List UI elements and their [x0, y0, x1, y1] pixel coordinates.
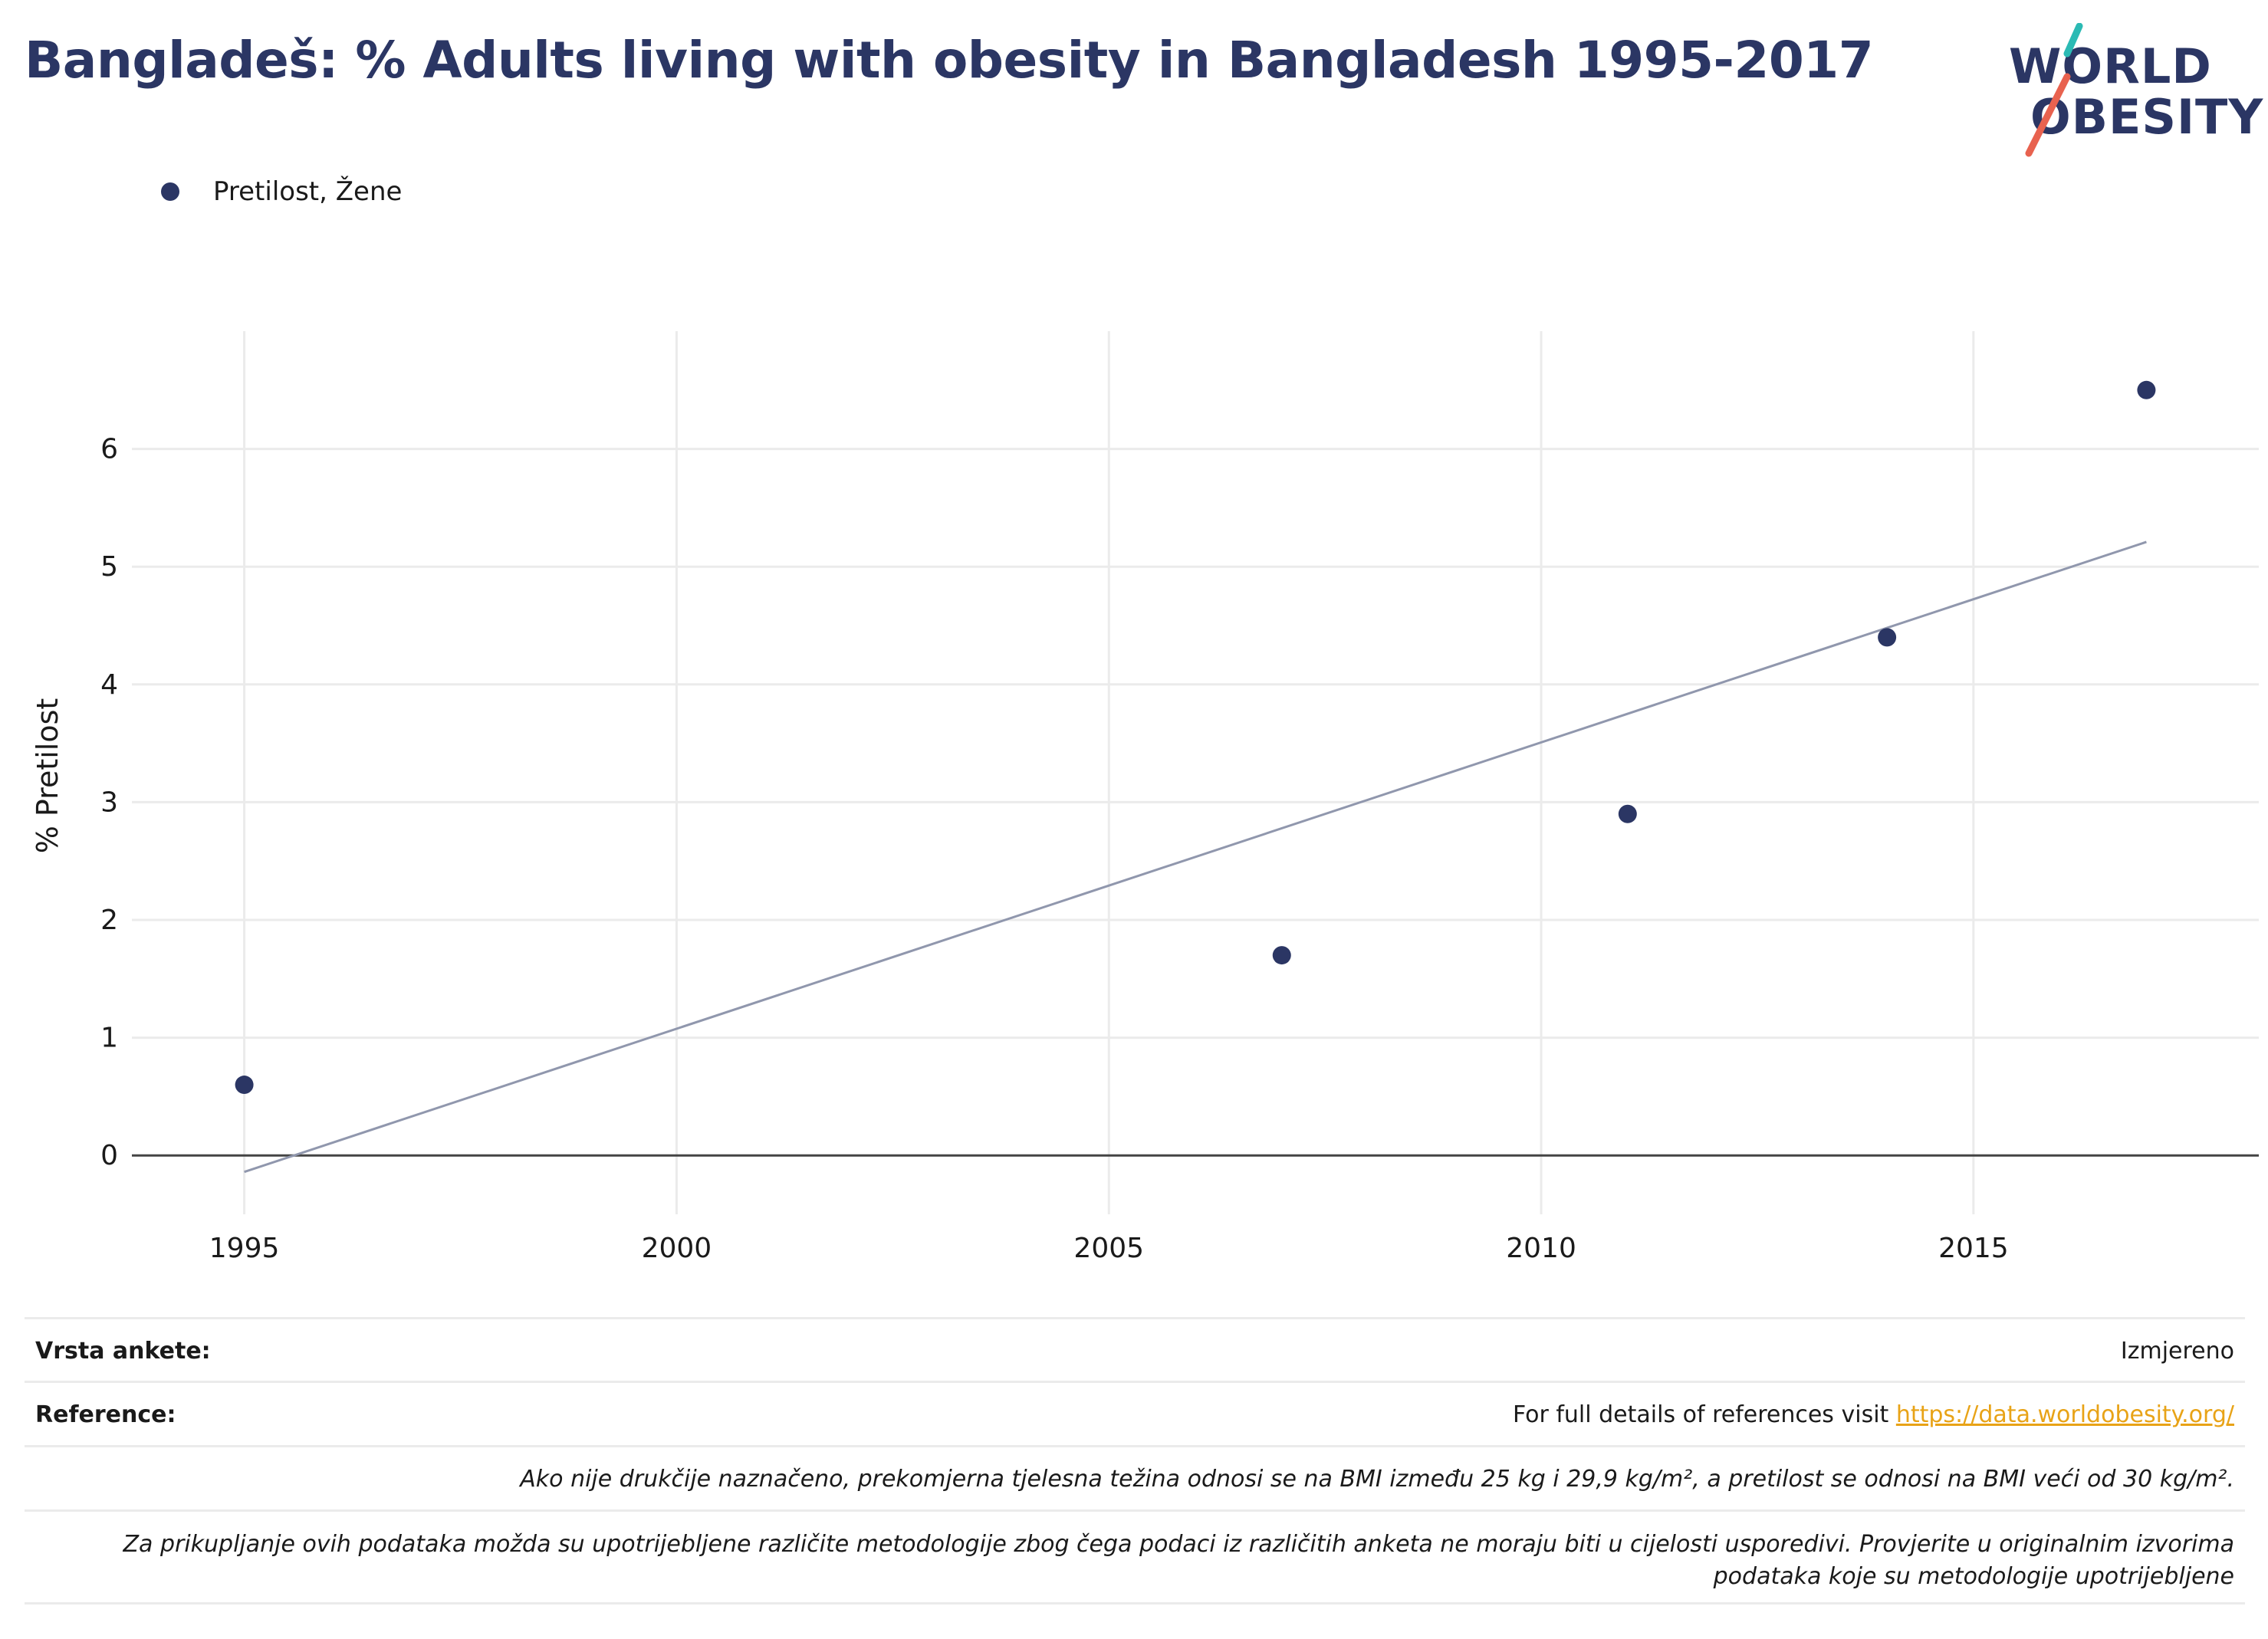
legend-marker	[161, 182, 179, 201]
bmi-note-row: Ako nije drukčije naznačeno, prekomjerna…	[25, 1445, 2245, 1509]
logo-word-world: WORLD	[2009, 38, 2212, 94]
y-tick-label: 5	[100, 551, 118, 583]
references-value: For full details of references visit htt…	[1513, 1401, 2234, 1428]
legend: Pretilost, Žene	[161, 173, 402, 210]
data-point	[1272, 946, 1291, 965]
x-tick-label: 2005	[1073, 1233, 1144, 1264]
references-text: For full details of references visit	[1512, 1401, 1896, 1428]
survey-type-label: Vrsta ankete:	[35, 1338, 211, 1365]
logo-slash-icon	[2025, 23, 2083, 157]
survey-type-row: Vrsta ankete: Izmjereno	[25, 1317, 2245, 1381]
x-tick-label: 2000	[642, 1233, 712, 1264]
methodology-note: Za prikupljanje ovih podataka možda su u…	[123, 1531, 2234, 1590]
data-point	[235, 1076, 254, 1095]
y-tick-label: 1	[100, 1023, 118, 1054]
y-tick-label: 3	[100, 787, 118, 818]
references-row: Reference: For full details of reference…	[25, 1381, 2245, 1445]
world-obesity-logo: WORLD OBESITY	[2009, 23, 2263, 161]
data-point	[1878, 628, 1897, 647]
y-tick-label: 2	[100, 905, 118, 936]
x-tick-label: 1995	[209, 1233, 280, 1264]
data-point	[2137, 380, 2156, 399]
references-link[interactable]: https://data.worldobesity.org/	[1895, 1401, 2234, 1428]
references-label: Reference:	[35, 1401, 176, 1428]
y-tick-label: 6	[100, 434, 118, 465]
legend-label: Pretilost, Žene	[213, 176, 403, 207]
chart-title: Bangladeš: % Adults living with obesity …	[25, 31, 1874, 90]
y-tick-label: 0	[100, 1140, 118, 1171]
logo-word-obesity: OBESITY	[2030, 89, 2264, 145]
x-tick-label: 2015	[1938, 1233, 2009, 1264]
y-tick-label: 4	[100, 669, 118, 701]
data-point	[1618, 804, 1637, 823]
trend-line	[244, 540, 2147, 1174]
x-tick-label: 2010	[1506, 1233, 1576, 1264]
info-table: Vrsta ankete: Izmjereno Reference: For f…	[25, 1317, 2245, 1605]
survey-type-value: Izmjereno	[2120, 1338, 2234, 1365]
bmi-note: Ako nije drukčije naznačeno, prekomjerna…	[520, 1466, 2234, 1493]
chart-canvas: 1995 2000 2005 2010 2015 0 1 2 3 4 5 6	[100, 331, 2259, 1264]
methodology-note-row: Za prikupljanje ovih podataka možda su u…	[25, 1509, 2245, 1605]
